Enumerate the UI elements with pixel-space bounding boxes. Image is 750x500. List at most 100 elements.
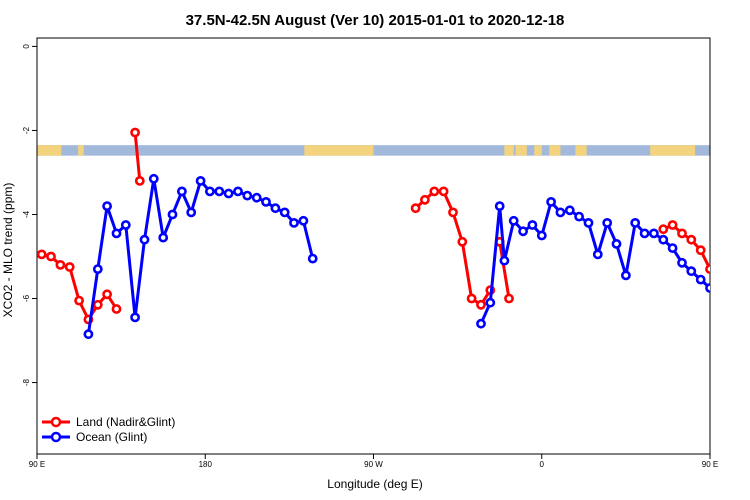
- legend-label-ocean: Ocean (Glint): [76, 430, 147, 444]
- data-point: [677, 257, 687, 268]
- data-point: [564, 205, 575, 216]
- data-point: [744, 257, 750, 264]
- data-point: [466, 293, 477, 304]
- data-point: [457, 236, 468, 247]
- data-point: [630, 217, 641, 228]
- strip-land-segment: [575, 145, 587, 156]
- data-point: [476, 299, 486, 310]
- data-point: [223, 188, 234, 199]
- strip-land-segment: [78, 145, 84, 156]
- data-point: [92, 299, 103, 310]
- series-line: [498, 241, 511, 299]
- y-tick-label: 0: [22, 44, 31, 49]
- data-point: [289, 217, 299, 228]
- data-point: [148, 173, 159, 184]
- data-point: [46, 251, 56, 262]
- strip-land-segment: [304, 145, 374, 156]
- y-axis: 0 -2 -4 -6 -8: [22, 44, 37, 386]
- chart-title: 37.5N-42.5N August (Ver 10) 2015-01-01 t…: [186, 12, 565, 29]
- series-group: [37, 127, 750, 340]
- data-point: [158, 232, 169, 243]
- data-point: [639, 228, 650, 239]
- data-point: [734, 282, 741, 289]
- data-point: [504, 293, 514, 304]
- strip-land-segment: [504, 145, 514, 156]
- x-tick-label: 0: [540, 460, 545, 469]
- data-point: [307, 253, 318, 264]
- y-tick-label: -6: [22, 294, 31, 302]
- data-point: [695, 274, 706, 285]
- data-point: [214, 186, 225, 197]
- data-point: [251, 192, 262, 203]
- data-point: [438, 186, 449, 197]
- data-point: [298, 215, 309, 226]
- data-point: [92, 264, 103, 274]
- data-point: [476, 318, 486, 329]
- data-point: [546, 196, 556, 207]
- data-point: [527, 220, 538, 230]
- data-point: [667, 220, 678, 230]
- data-point: [499, 255, 510, 266]
- data-point: [102, 201, 112, 211]
- data-point: [130, 312, 140, 323]
- data-point: [705, 283, 710, 293]
- data-point: [64, 262, 75, 272]
- data-point: [658, 234, 669, 245]
- data-point: [419, 194, 430, 205]
- data-point: [242, 190, 253, 201]
- series-line: [86, 177, 315, 335]
- data-point: [716, 291, 723, 298]
- data-point: [734, 287, 741, 294]
- data-point: [555, 207, 566, 218]
- data-point: [410, 203, 421, 214]
- x-axis-label: Longitude (deg E): [327, 477, 422, 491]
- data-point: [485, 297, 496, 308]
- data-point: [279, 207, 290, 218]
- data-point: [130, 127, 140, 138]
- data-point: [55, 259, 66, 270]
- data-point: [494, 201, 505, 211]
- data-point: [695, 245, 706, 256]
- y-tick-label: -8: [22, 378, 31, 386]
- data-point: [621, 270, 631, 281]
- data-point: [176, 186, 187, 197]
- y-axis-label: XCO2 - MLO trend (ppm): [1, 183, 15, 318]
- x-tick-label: 90 E: [702, 460, 718, 469]
- data-point: [725, 308, 732, 315]
- data-point: [705, 264, 710, 274]
- data-point: [508, 215, 519, 226]
- data-point: [686, 234, 697, 245]
- data-point: [120, 220, 131, 230]
- data-point: [186, 207, 197, 218]
- data-point: [667, 243, 678, 253]
- strip-land-segment: [37, 145, 62, 156]
- plot-frame: [36, 37, 711, 455]
- data-point: [602, 217, 613, 228]
- data-point: [536, 230, 547, 241]
- data-point: [167, 209, 178, 220]
- legend: Land (Nadir&Glint) Ocean (Glint): [42, 415, 175, 444]
- data-point: [716, 253, 723, 260]
- data-point: [686, 266, 697, 277]
- strip-land-segment: [515, 145, 527, 156]
- data-point: [658, 224, 669, 235]
- data-point: [204, 186, 215, 197]
- series-land: [37, 127, 750, 325]
- data-point: [111, 228, 122, 239]
- y-tick-label: -2: [22, 126, 31, 134]
- x-tick-label: 90 W: [364, 460, 383, 469]
- y-tick-label: -4: [22, 210, 31, 218]
- data-point: [139, 234, 150, 245]
- surface-strip: [37, 145, 710, 156]
- data-point: [677, 228, 687, 239]
- legend-label-land: Land (Nadir&Glint): [76, 415, 175, 429]
- x-tick-label: 90 E: [29, 460, 45, 469]
- data-point: [83, 329, 94, 340]
- strip-land-segment: [549, 145, 561, 156]
- data-point: [725, 282, 732, 289]
- data-point: [270, 203, 281, 214]
- series-line: [133, 132, 142, 182]
- data-point: [518, 226, 528, 237]
